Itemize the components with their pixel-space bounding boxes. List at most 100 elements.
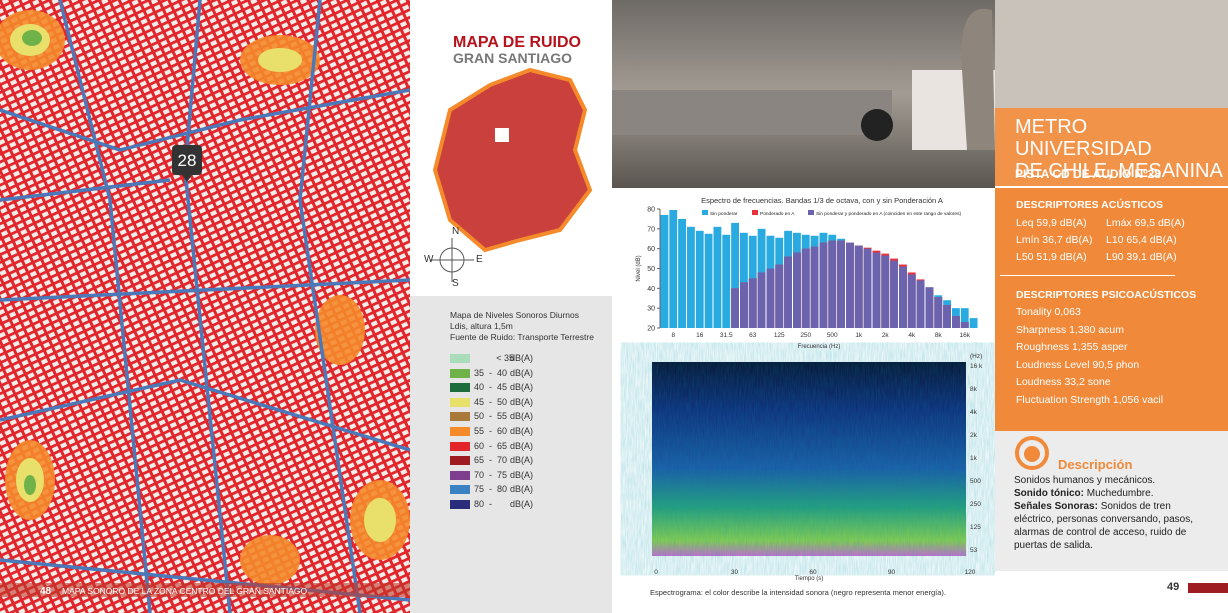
y-tick-label: 53	[970, 547, 978, 554]
bar-overlap	[837, 240, 845, 328]
page-tab	[1188, 583, 1228, 593]
y-tick-label: 60	[647, 246, 655, 253]
y-tick-label: 2k	[970, 432, 978, 439]
y-tick-label: 16 k	[970, 363, 983, 370]
title-box	[995, 108, 1228, 186]
x-tick-label: 500	[827, 332, 838, 339]
bar-overlap	[943, 305, 951, 328]
legend-swatch	[450, 441, 470, 451]
bar	[678, 218, 686, 328]
acoustic-item: Lmín 36,7 dB(A)	[1016, 234, 1093, 246]
bar-overlap	[775, 264, 784, 328]
y-tick-label: 20	[647, 326, 655, 333]
x-tick-label: 125	[774, 332, 785, 339]
description-intro: Sonidos humanos y mecánicos.	[1014, 475, 1156, 486]
legend-swatch	[752, 210, 758, 215]
map-title: MAPA DE RUIDO	[453, 34, 581, 51]
y-tick-label: 8k	[970, 386, 978, 393]
psycho-heading: DESCRIPTORES PSICOACÚSTICOS	[1016, 289, 1197, 301]
description-text: Muchedumbre.	[1086, 488, 1154, 499]
bar-overlap	[863, 248, 872, 328]
legend-swatch	[450, 383, 470, 393]
bar	[740, 232, 748, 328]
bar-overlap	[916, 280, 925, 328]
x-tick-label: 8	[671, 332, 675, 339]
marker-label: 28	[178, 151, 197, 170]
divider	[1000, 275, 1175, 276]
bar-overlap	[907, 274, 916, 328]
legend-label: Sin ponderar y ponderado en A (coinciden…	[816, 211, 961, 217]
legend-title: Mapa de Niveles Sonoros Diurnos	[450, 310, 579, 320]
legend-swatch	[450, 397, 470, 407]
x-tick-label: 30	[731, 569, 739, 576]
compass-w: W	[424, 254, 434, 265]
legend-unit: dB(A)	[510, 469, 534, 480]
x-tick-label: 0	[654, 569, 658, 576]
bar-overlap	[881, 255, 890, 328]
y-tick-label: 30	[647, 306, 655, 313]
legend-title: Ldis, altura 1,5m	[450, 321, 513, 331]
legend-swatch	[450, 427, 470, 436]
compass-s: S	[452, 278, 459, 289]
bar-overlap	[899, 266, 907, 328]
x-tick-label: 120	[965, 569, 976, 576]
bar-overlap	[952, 316, 960, 328]
legend-label: 80 -	[474, 499, 493, 509]
title-line: DE CHILE, MESANINA	[1015, 160, 1223, 182]
psycho-item: Tonality 0,063	[1016, 306, 1081, 318]
y-tick-label: 4k	[970, 409, 978, 416]
bar	[669, 209, 678, 328]
bar	[722, 234, 731, 328]
legend-swatch	[450, 470, 470, 480]
description-item: Señales Sonoras: Sonidos de tren eléctri…	[1014, 500, 1194, 552]
y-tick-label: 250	[970, 501, 981, 508]
legend-unit: dB(A)	[510, 396, 534, 407]
bar-overlap	[960, 322, 969, 328]
x-tick-label: 4k	[908, 332, 916, 339]
footer: MAPA SONORO DE LA ZONA CENTRO DEL GRAN S…	[62, 586, 308, 596]
chart-title: Espectro de frecuencias. Bandas 1/3 de o…	[701, 196, 943, 205]
headphone-icon	[1015, 436, 1049, 470]
compass-n: N	[452, 226, 460, 237]
legend-title: Fuente de Ruido: Transporte Terrestre	[450, 332, 594, 342]
legend-label: 45 - 50	[474, 396, 508, 407]
y-axis-label: Nivel (dB)	[636, 255, 642, 281]
legend-unit: dB(A)	[510, 484, 534, 495]
legend-label: 35 - 40	[474, 367, 508, 378]
legend-unit: dB(A)	[510, 367, 534, 378]
acoustic-item: L10 65,4 dB(A)	[1106, 234, 1177, 246]
legend-label: 55 - 60	[474, 426, 508, 436]
page-number: 49	[1167, 581, 1180, 593]
legend-label: 65 - 70	[474, 455, 508, 466]
caption: Espectrograma: el color describe la inte…	[650, 588, 946, 597]
bar-overlap	[757, 272, 766, 328]
y-tick-label: 40	[647, 286, 655, 293]
figures: Espectro de frecuencias. Bandas 1/3 de o…	[636, 196, 983, 597]
acoustic-item: Leq 59,9 dB(A)	[1016, 217, 1087, 229]
legend-label: 60 - 65	[474, 440, 508, 451]
bar	[713, 226, 722, 328]
bar	[960, 308, 969, 328]
psycho-item: Loudness Level 90,5 phon	[1016, 358, 1140, 371]
acoustic-item: L90 39,1 dB(A)	[1106, 251, 1177, 263]
bar-overlap	[766, 268, 775, 328]
description-label: Sonido tónico:	[1014, 488, 1084, 499]
bar-overlap	[872, 252, 881, 328]
bar-overlap	[793, 252, 801, 328]
bar-overlap	[731, 288, 739, 328]
inset-map	[430, 67, 593, 282]
bar-overlap	[819, 242, 828, 328]
y-tick-label: 80	[647, 207, 655, 214]
page-number: 48	[40, 586, 52, 597]
acoustic-heading: DESCRIPTORES ACÚSTICOS	[1016, 199, 1164, 211]
legend-swatch	[702, 210, 708, 215]
y-tick-label: 50	[647, 266, 655, 273]
map-panel: MAPA DE RUIDO GRAN SANTIAGO N E S W	[410, 0, 612, 296]
bar-overlap	[784, 256, 792, 328]
legend-swatch	[450, 412, 470, 422]
description-heading: Descripción	[1058, 457, 1133, 472]
bar-overlap	[801, 248, 810, 328]
legend-unit: dB(A)	[510, 440, 534, 451]
legend-unit: dB(A)	[510, 382, 534, 393]
x-axis-label: Frecuencia (Hz)	[798, 344, 841, 350]
